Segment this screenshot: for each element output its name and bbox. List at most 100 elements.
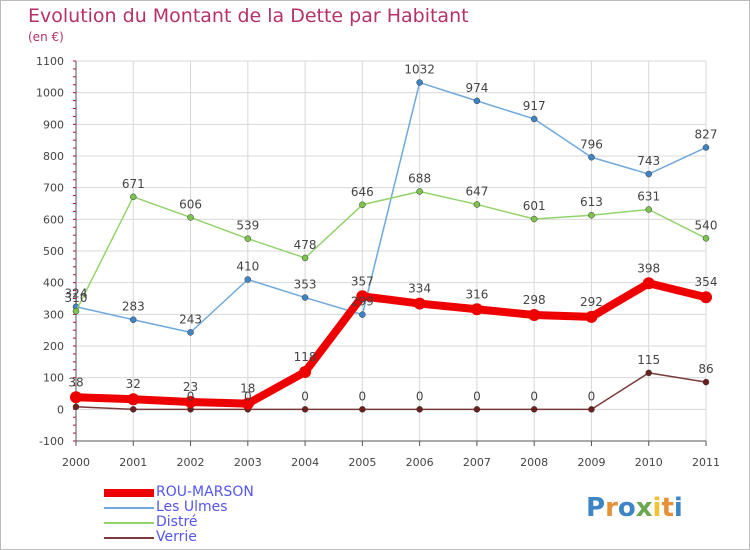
logo-letter: o [617, 493, 636, 523]
data-label-les-ulmes: 974 [465, 81, 488, 95]
data-point-verrie [359, 406, 366, 413]
data-point-les-ulmes [702, 144, 710, 151]
data-label-verrie: 115 [637, 353, 660, 367]
series-line-verrie [75, 372, 707, 411]
data-label-les-ulmes: 299 [351, 295, 374, 309]
data-label-rou-marson: 334 [408, 282, 431, 296]
logo-letter: t [661, 493, 674, 523]
data-label-rou-marson: 18 [240, 382, 255, 396]
data-point-les-ulmes [359, 311, 366, 318]
y-tick-label: 100 [43, 372, 64, 385]
x-tick-label: 2001 [119, 456, 147, 469]
series-line-distr- [75, 190, 707, 312]
y-tick-label: 200 [43, 340, 64, 353]
logo-letter: r [605, 493, 618, 523]
data-point-distr- [72, 307, 80, 315]
data-label-les-ulmes: 410 [236, 260, 259, 274]
chart-subtitle: (en €) [28, 30, 64, 44]
data-point-distr- [416, 188, 423, 195]
data-label-verrie: 0 [359, 389, 367, 403]
grid-layer [75, 60, 707, 442]
x-tick-label: 2007 [463, 456, 491, 469]
data-point-les-ulmes [301, 294, 309, 301]
y-tick-label: 1000 [36, 87, 64, 100]
data-label-verrie: 0 [416, 389, 424, 403]
y-tick-label: -100 [39, 435, 64, 448]
data-label-les-ulmes: 1032 [404, 63, 435, 77]
data-point-verrie [645, 369, 652, 377]
data-label-verrie: 0 [473, 389, 481, 403]
data-label-rou-marson: 292 [580, 295, 603, 309]
legend-label: ROU-MARSON [156, 484, 254, 500]
y-tick-label: 0 [57, 403, 64, 416]
legend-swatch [104, 537, 154, 539]
data-label-rou-marson: 354 [695, 275, 718, 289]
data-label-distr-: 613 [580, 195, 603, 209]
data-label-distr-: 310 [65, 291, 88, 305]
logo-letter: P [586, 493, 606, 523]
data-point-verrie [530, 406, 538, 413]
data-label-les-ulmes: 743 [637, 154, 660, 168]
data-point-verrie [130, 406, 137, 413]
x-tick-label: 2006 [406, 456, 434, 469]
data-point-distr- [588, 211, 595, 219]
data-point-rou-marson [127, 393, 140, 406]
legend-label: Verrie [156, 529, 197, 545]
legend-swatch [104, 489, 154, 497]
data-label-verrie: 0 [530, 389, 538, 403]
data-label-distr-: 671 [122, 177, 145, 191]
series-layer [70, 79, 712, 413]
proxiti-logo[interactable]: Proxiti [586, 493, 683, 523]
data-label-verrie: 0 [588, 389, 596, 403]
y-tick-label: 900 [43, 118, 64, 131]
y-tick-label: 300 [43, 308, 64, 321]
series-line-rou-marson [72, 279, 710, 408]
data-point-verrie [702, 378, 710, 386]
data-label-verrie: 0 [187, 389, 195, 403]
data-point-les-ulmes [187, 329, 194, 336]
x-tick-label: 2000 [62, 456, 90, 469]
x-tick-label: 2005 [348, 456, 376, 469]
y-tick-label: 500 [43, 245, 64, 258]
data-label-distr-: 631 [637, 190, 660, 204]
data-label-rou-marson: 118 [294, 350, 317, 364]
data-label-distr-: 647 [465, 184, 488, 198]
legend-swatch [104, 507, 154, 509]
data-label-verrie: 0 [301, 389, 309, 403]
data-label-layer: 38 32 23 18 118 357 334 316 298 292 398 354 324 283 24… [65, 63, 718, 404]
data-point-verrie [473, 406, 481, 413]
y-tick-label: 700 [43, 182, 64, 195]
data-point-verrie [301, 406, 309, 413]
data-point-rou-marson [413, 297, 426, 310]
data-point-verrie [588, 406, 595, 413]
y-tick-label: 600 [43, 213, 64, 226]
data-point-les-ulmes [530, 115, 538, 123]
data-label-rou-marson: 316 [465, 287, 488, 301]
data-point-distr- [301, 254, 309, 262]
data-point-les-ulmes [416, 79, 423, 86]
data-point-distr- [702, 235, 710, 242]
data-point-les-ulmes [645, 170, 652, 178]
data-point-rou-marson [241, 397, 254, 410]
x-tick-label: 2003 [234, 456, 262, 469]
data-label-les-ulmes: 283 [122, 300, 145, 314]
data-point-les-ulmes [130, 316, 137, 323]
data-label-distr-: 688 [408, 171, 431, 185]
data-point-distr- [244, 235, 252, 242]
x-tick-label: 2008 [520, 456, 548, 469]
y-tick-label: 1100 [36, 55, 64, 68]
data-point-distr- [645, 206, 652, 213]
data-point-rou-marson [470, 303, 483, 316]
data-point-rou-marson [528, 308, 541, 321]
legend-label: Les Ulmes [156, 499, 228, 515]
legend-swatch [104, 522, 154, 524]
data-point-distr- [473, 201, 481, 208]
logo-letter: i [652, 493, 662, 523]
data-point-distr- [187, 214, 194, 221]
axis-layer: -100010020030040050060070080090010001100… [36, 55, 720, 469]
y-tick-label: 400 [43, 277, 64, 290]
data-point-distr- [130, 193, 137, 201]
data-point-les-ulmes [244, 276, 252, 283]
